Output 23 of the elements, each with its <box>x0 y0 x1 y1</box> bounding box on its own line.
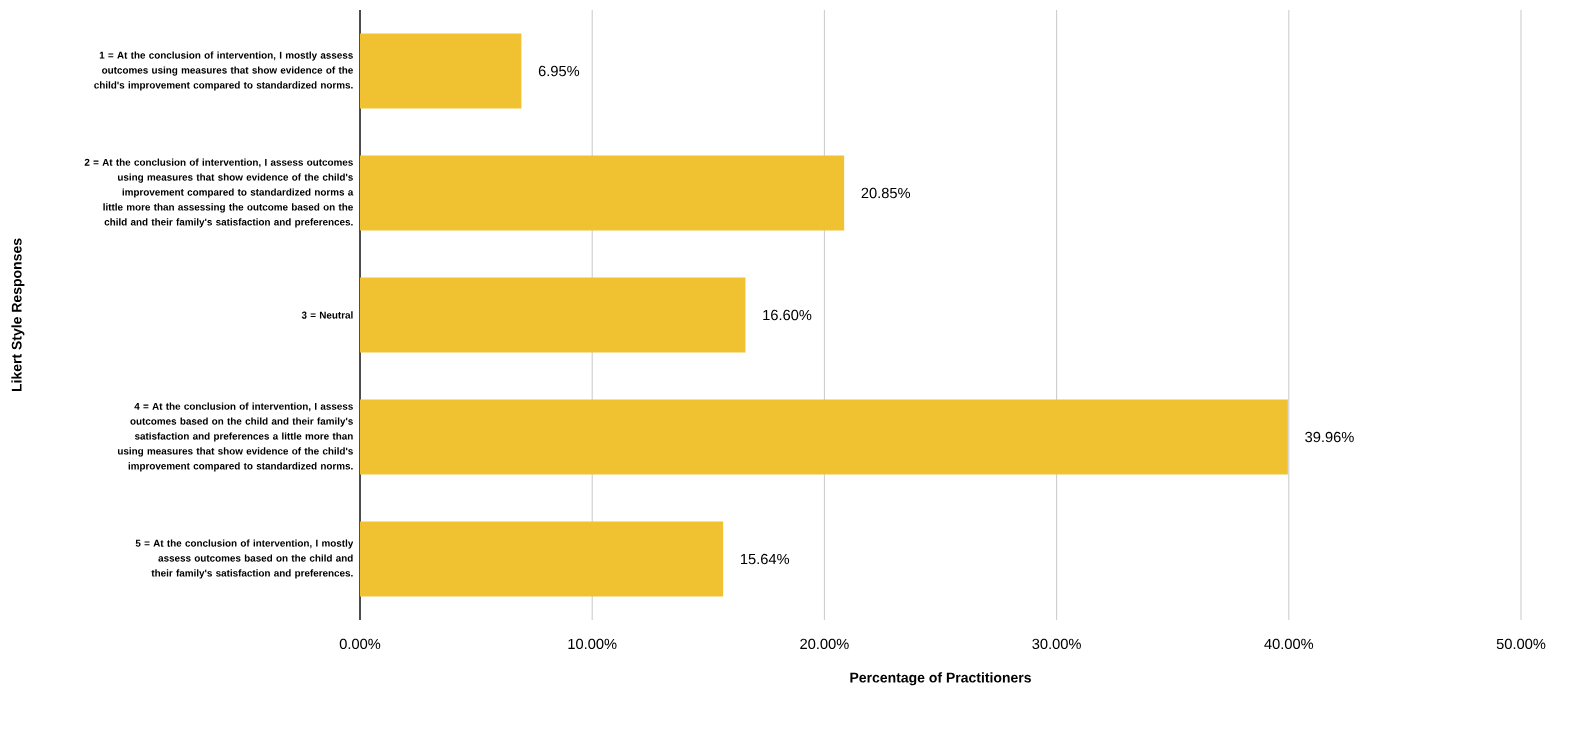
y-tick-label: 3 = Neutral <box>301 311 353 319</box>
data-label: 15.64% <box>740 553 790 565</box>
y-tick-label: 5 = At the conclusion of intervention, I mostly assess outcomes based on the child and their family's satisfaction and preferences. <box>135 539 354 579</box>
x-tick-label: 10.00% <box>568 638 617 650</box>
x-tick-label: 50.00% <box>1496 638 1546 650</box>
y-tick-label: 1 = At the conclusion of intervention, I mostly assess outcomes using measures that show evidence of the child's improvement compared to standardized norms. <box>94 51 353 91</box>
bar <box>360 155 845 231</box>
x-tick-label: 0.00% <box>339 638 381 650</box>
bar <box>360 33 522 109</box>
bar <box>360 399 1288 475</box>
data-label: 16.60% <box>763 309 812 321</box>
y-tick-label: 2 = At the conclusion of intervention, I assess outcomes using measures that show evidence of the child's improvement compared to standardized norms a little more than assessing the outcome based on the child and their family's satisfaction and preferences. <box>84 158 354 228</box>
x-axis-title: Percentage of Practitioners <box>850 672 1031 686</box>
y-axis-title: Likert Style Responses <box>11 238 25 392</box>
x-tick-label: 30.00% <box>1032 638 1081 650</box>
x-tick-label: 40.00% <box>1264 638 1314 650</box>
data-label: 39.96% <box>1305 431 1354 443</box>
data-label: 6.95% <box>538 65 580 77</box>
bar <box>360 277 746 353</box>
x-tick-label: 20.00% <box>800 638 849 650</box>
bar <box>360 521 724 597</box>
data-label: 20.85% <box>861 187 911 199</box>
y-tick-label: 4 = At the conclusion of intervention, I assess outcomes based on the child and their family's satisfaction and preferences a little more than using measures that show evidence of the child's improvement compared to standardized norms. <box>117 402 353 472</box>
